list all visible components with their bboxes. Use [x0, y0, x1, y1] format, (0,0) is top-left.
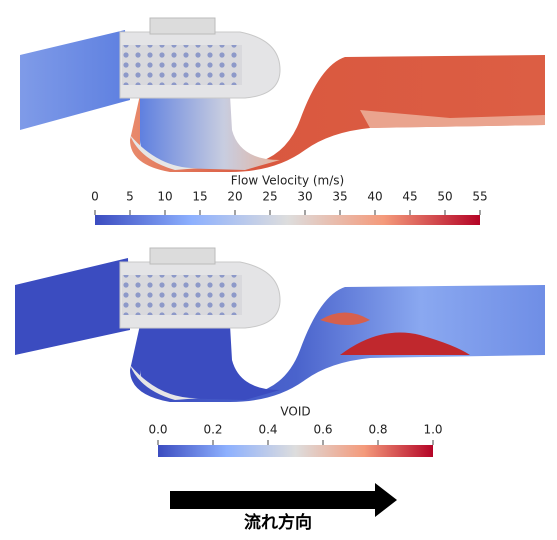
tick-label: 35	[332, 190, 347, 204]
tick-label: 25	[262, 190, 277, 204]
tick-label: 0.2	[203, 423, 222, 437]
tick-label: 30	[297, 190, 312, 204]
colorbar	[95, 215, 480, 225]
tick-label: 0.0	[148, 423, 167, 437]
tick-label: 40	[367, 190, 382, 204]
flow-arrow	[170, 483, 397, 517]
figure: Flow Velocity (m/s) 0 5 10 15 20 25 30 35 40 45 50 5…	[0, 0, 557, 540]
tick-label: 20	[227, 190, 242, 204]
tick-label: 10	[157, 190, 172, 204]
tick-label: 0.4	[258, 423, 277, 437]
colorbar	[158, 445, 433, 457]
void-field	[15, 248, 545, 402]
tick-label: 45	[402, 190, 417, 204]
tick-label: 50	[437, 190, 452, 204]
tick-label: 0.8	[368, 423, 387, 437]
tick-label: 1.0	[423, 423, 442, 437]
colorbar-title: VOID	[280, 405, 310, 419]
tick-label: 0	[91, 190, 99, 204]
tick-label: 55	[472, 190, 487, 204]
tick-label: 0.6	[313, 423, 332, 437]
arrow-label: 流れ方向	[244, 512, 312, 533]
tick-label: 5	[126, 190, 134, 204]
velocity-field	[20, 18, 545, 172]
tick-label: 15	[192, 190, 207, 204]
colorbar-title: Flow Velocity (m/s)	[231, 174, 344, 188]
